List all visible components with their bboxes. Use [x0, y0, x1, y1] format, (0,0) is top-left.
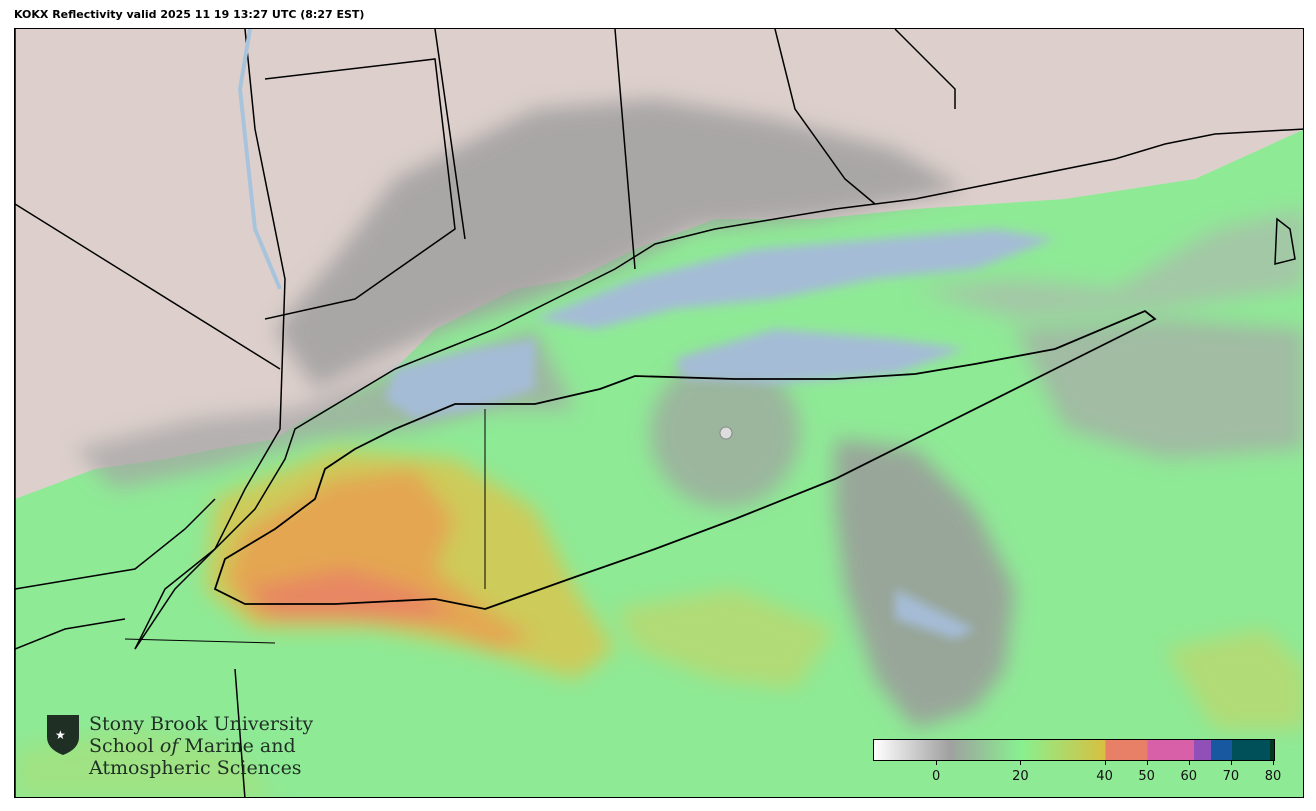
sbu-shield-icon: ★ — [47, 715, 79, 755]
colorbar-tick-label: 80 — [1264, 769, 1282, 784]
radar-site-marker — [719, 426, 733, 440]
logo-line-1: Stony Brook University — [89, 713, 314, 735]
colorbar-tick-mark — [1230, 760, 1232, 765]
colorbar-tick-label: 70 — [1222, 769, 1240, 784]
logo-line-2a: School — [89, 735, 160, 757]
colorbar-tick-mark — [1146, 760, 1148, 765]
sbu-logo: ★ Stony Brook University School of Marin… — [45, 713, 313, 779]
colorbar-tick-mark — [1020, 760, 1022, 765]
logo-line-2c: Marine and — [178, 735, 296, 757]
blue-echoes — [385, 229, 1055, 639]
hudson-river — [237, 29, 282, 290]
logo-line-2: School of Marine and — [89, 735, 313, 757]
map-title: KOKX Reflectivity valid 2025 11 19 13:27… — [14, 8, 365, 21]
colorbar-tick-label: 50 — [1138, 769, 1155, 784]
colorbar-tick-label: 60 — [1180, 769, 1198, 784]
radar-map[interactable]: ★ Stony Brook University School of Marin… — [14, 28, 1304, 798]
colorbar-tick-mark — [936, 760, 938, 765]
logo-line-2b: of — [159, 735, 179, 757]
colorbar-tick-mark — [1188, 760, 1190, 765]
land-north — [15, 29, 1303, 499]
radar-map-canvas — [15, 29, 1303, 797]
colorbar-tick-label: 20 — [1012, 769, 1029, 784]
coastlines — [15, 29, 1303, 797]
colorbar-tick-label: 0 — [932, 769, 941, 784]
colorbar — [873, 739, 1275, 761]
logo-line-3: Atmospheric Sciences — [89, 757, 302, 779]
colorbar-tick-label: 40 — [1096, 769, 1113, 784]
colorbar-tick-mark — [1273, 760, 1274, 765]
colorbar-tick-mark — [1104, 760, 1106, 765]
svg-text:★: ★ — [55, 728, 66, 742]
